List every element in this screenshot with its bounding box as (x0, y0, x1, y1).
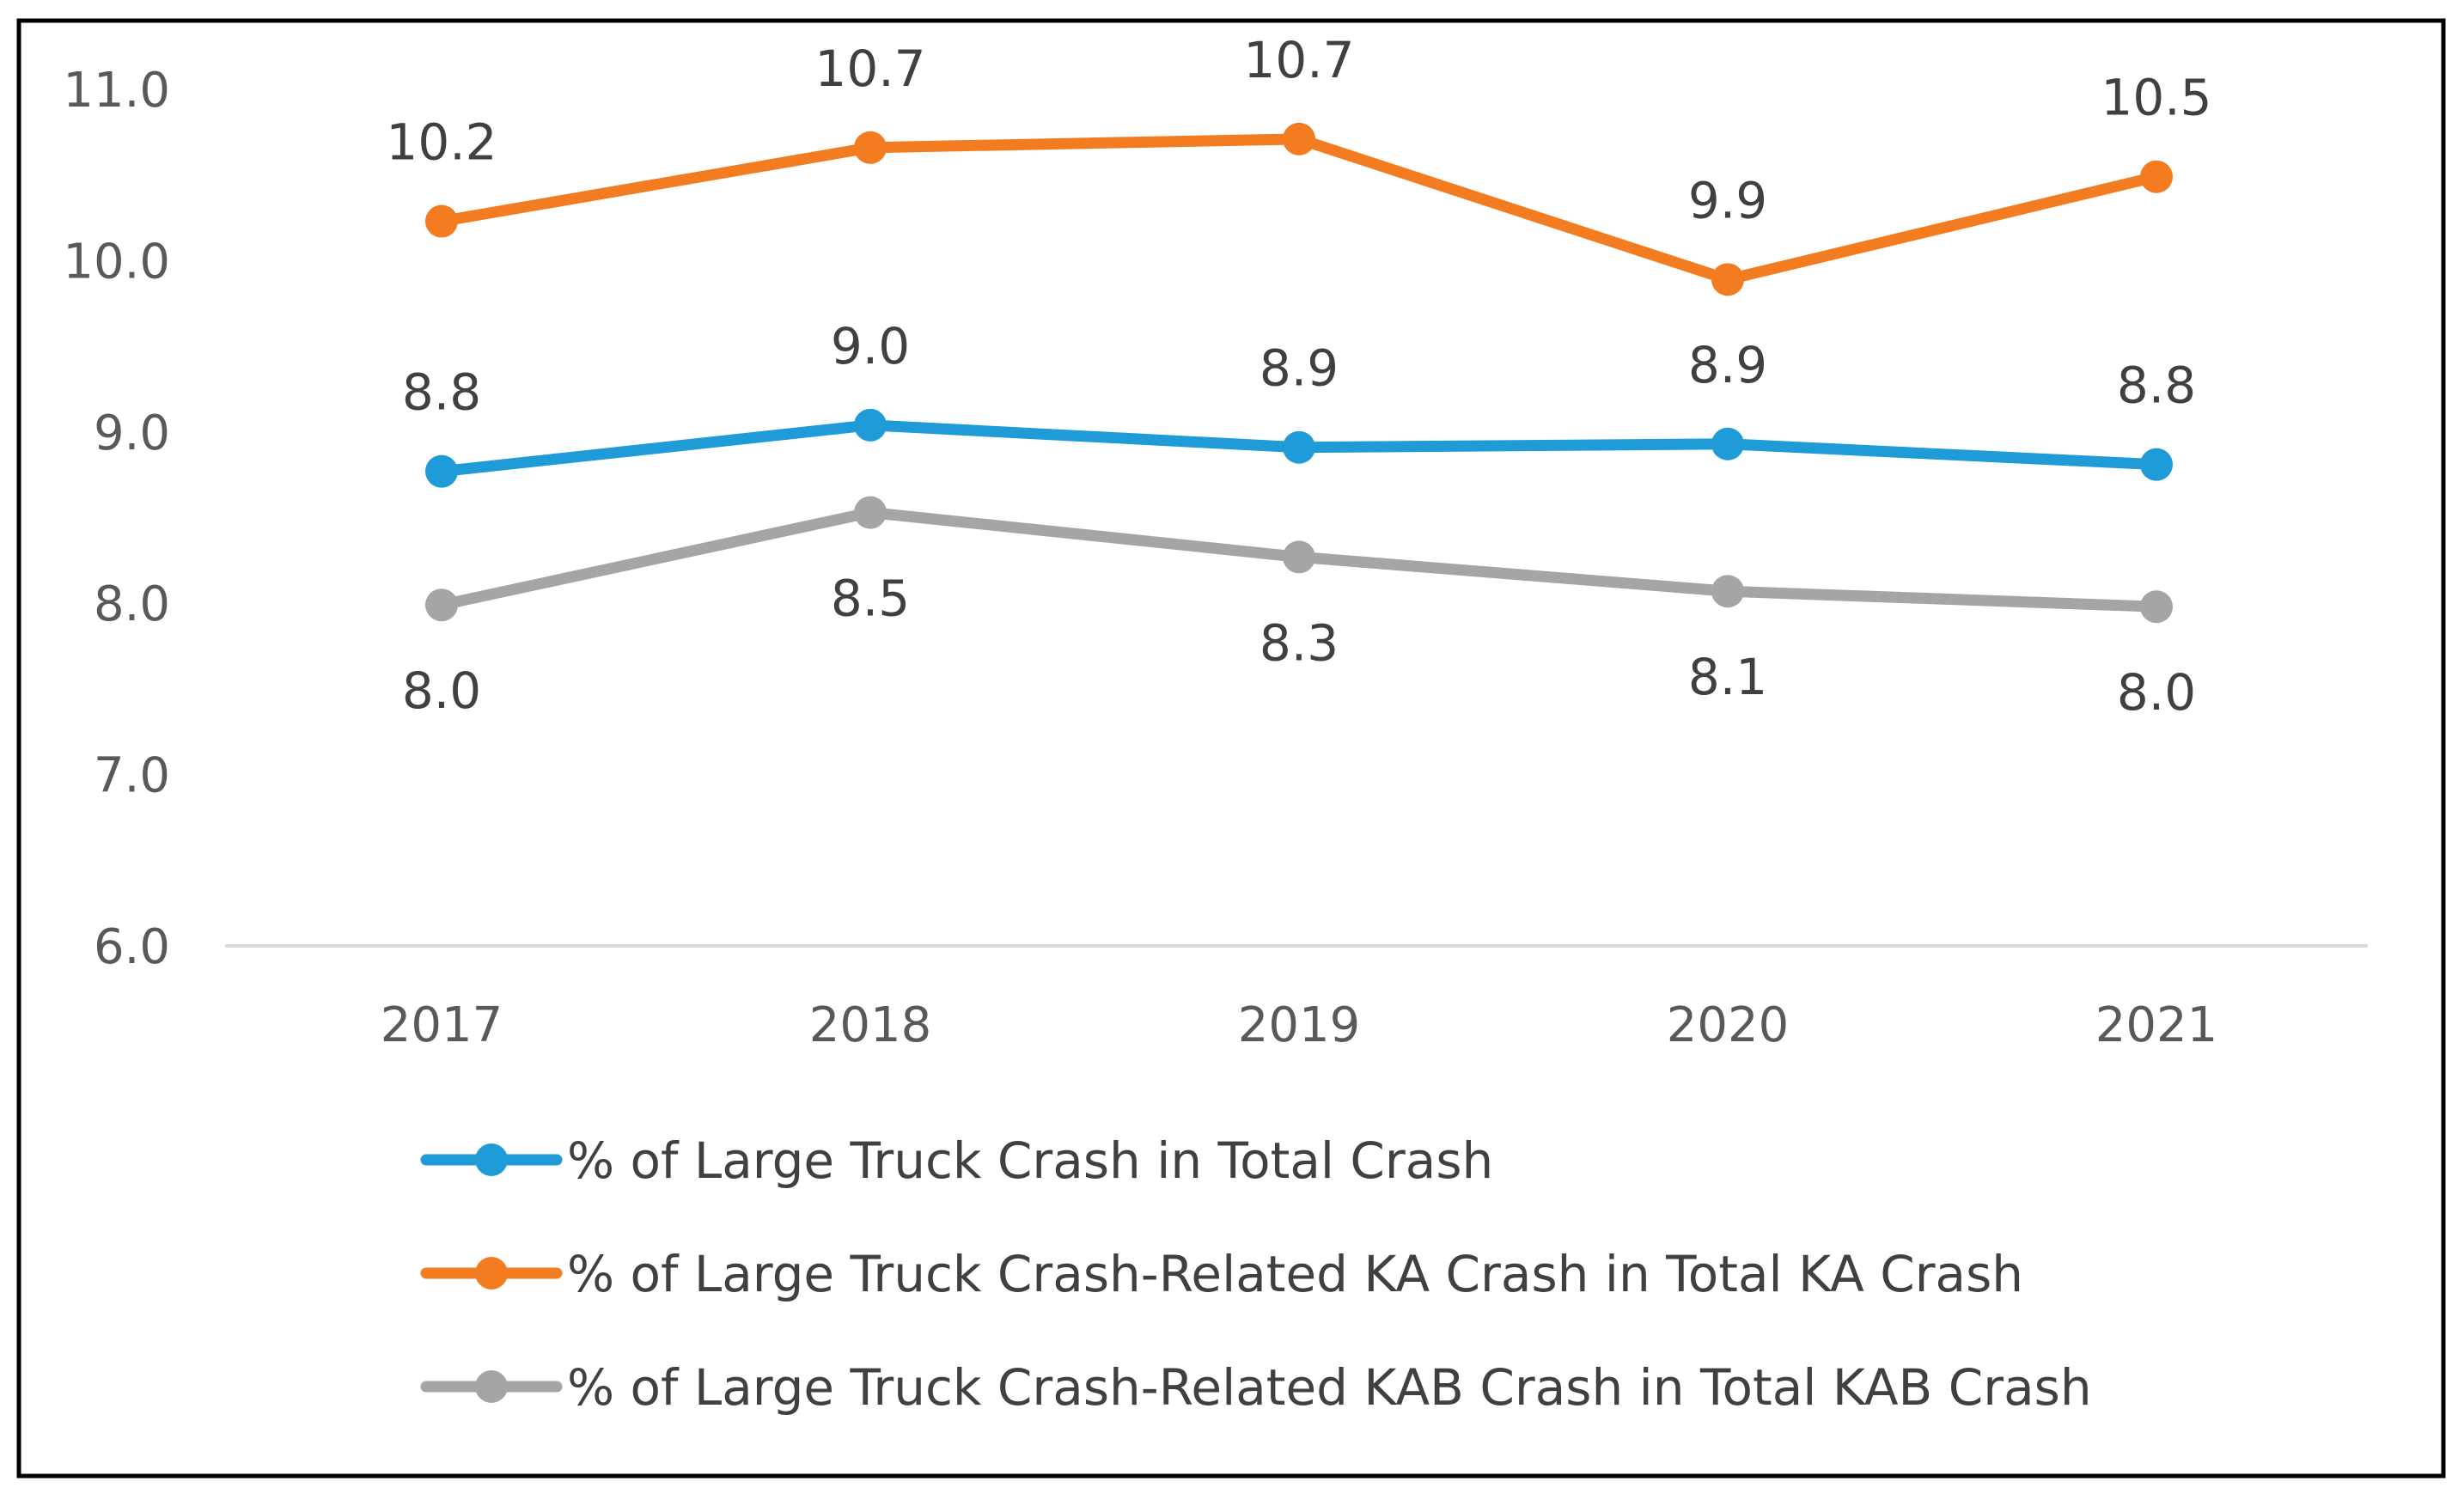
data-label: 10.2 (386, 113, 497, 172)
y-tick-label: 11.0 (63, 63, 170, 119)
y-tick-label: 10.0 (63, 234, 170, 290)
data-point (1283, 122, 1315, 155)
x-tick-label: 2020 (1667, 997, 1790, 1053)
data-label: 8.8 (2117, 357, 2196, 415)
data-point (1283, 430, 1315, 464)
series-layer (425, 122, 2173, 624)
data-label: 9.0 (831, 317, 910, 375)
data-label: 10.5 (2101, 69, 2211, 127)
legend-label: % of Large Truck Crash-Related KA Crash … (567, 1245, 2023, 1303)
data-label: 9.9 (1688, 171, 1767, 229)
data-point (425, 588, 458, 622)
legend-label: % of Large Truck Crash in Total Crash (567, 1131, 1493, 1190)
legend-marker (475, 1257, 508, 1290)
data-label: 8.3 (1259, 613, 1339, 672)
x-tick-label: 2017 (381, 997, 503, 1053)
data-label: 10.7 (814, 40, 925, 98)
data-point (1711, 427, 1744, 460)
y-tick-label: 9.0 (94, 405, 170, 461)
data-label: 8.9 (1259, 339, 1339, 398)
legend-marker (475, 1370, 508, 1403)
data-point (854, 408, 887, 442)
y-tick-label: 8.0 (94, 576, 170, 632)
x-axis-ticks: 2017 2018 2019 2020 2021 (381, 997, 2218, 1053)
x-tick-label: 2021 (2095, 997, 2218, 1053)
x-tick-label: 2018 (809, 997, 932, 1053)
data-label: 10.7 (1243, 31, 1354, 89)
legend-label: % of Large Truck Crash-Related KAB Crash… (567, 1358, 2092, 1417)
data-point (2140, 590, 2173, 624)
data-point (425, 454, 458, 488)
y-tick-label: 6.0 (94, 919, 170, 975)
y-tick-label: 7.0 (94, 748, 170, 804)
legend: % of Large Truck Crash in Total Crash % o… (420, 1131, 2092, 1417)
data-point (1283, 540, 1315, 574)
data-label: 8.9 (1688, 336, 1767, 394)
x-tick-label: 2019 (1238, 997, 1361, 1053)
data-point (2140, 160, 2173, 193)
data-label: 8.1 (1688, 648, 1767, 706)
legend-marker (475, 1143, 508, 1176)
data-labels: 8.8 9.0 8.9 8.9 8.8 10.2 10.7 10.7 9.9 10.5 8.0 8.5… (386, 31, 2211, 722)
data-point (2140, 448, 2173, 481)
data-point (854, 496, 887, 529)
data-label: 8.0 (402, 662, 481, 720)
y-axis-ticks: 6.0 7.0 8.0 9.0 10.0 11.0 (63, 63, 170, 975)
data-point (1711, 263, 1744, 296)
data-label: 8.0 (2117, 663, 2196, 722)
data-label: 8.8 (402, 363, 481, 422)
chart-frame (16, 18, 2446, 1479)
data-point (854, 131, 887, 164)
data-point (425, 204, 458, 238)
data-label: 8.5 (831, 570, 910, 628)
data-point (1711, 575, 1744, 608)
